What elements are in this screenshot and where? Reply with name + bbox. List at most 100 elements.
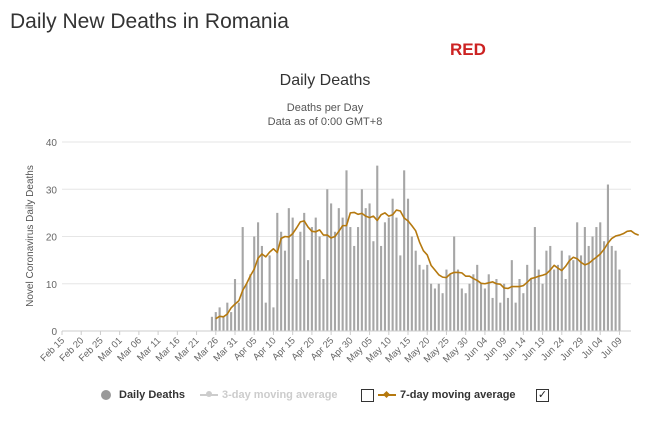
daily-deaths-bar bbox=[241, 227, 244, 331]
3-day-average-checkbox[interactable] bbox=[361, 389, 374, 402]
daily-deaths-bar bbox=[295, 279, 298, 331]
daily-deaths-bar bbox=[553, 269, 556, 331]
daily-deaths-bar bbox=[291, 217, 294, 331]
daily-deaths-bar bbox=[533, 227, 536, 331]
daily-deaths-bar bbox=[430, 283, 433, 331]
bar-series bbox=[210, 165, 621, 332]
y-axis-ticks: 0 10 20 30 40 bbox=[46, 138, 58, 338]
daily-deaths-bar bbox=[587, 245, 590, 331]
daily-deaths-bar bbox=[576, 222, 579, 331]
daily-deaths-bar bbox=[399, 255, 402, 331]
daily-deaths-bar bbox=[364, 208, 367, 331]
legend-item-7-day-moving-average[interactable]: 7-day moving average bbox=[378, 384, 516, 406]
y-tick-label: 0 bbox=[51, 327, 57, 338]
daily-deaths-bar bbox=[480, 283, 483, 331]
daily-deaths-bar bbox=[299, 231, 302, 331]
daily-deaths-bar bbox=[372, 241, 375, 331]
daily-deaths-bar bbox=[603, 241, 606, 331]
daily-deaths-bar bbox=[568, 255, 571, 331]
daily-deaths-bar bbox=[483, 288, 486, 331]
daily-deaths-bar bbox=[537, 269, 540, 331]
daily-deaths-bar bbox=[518, 279, 521, 331]
daily-deaths-bar bbox=[456, 269, 460, 331]
daily-deaths-bar bbox=[464, 293, 467, 331]
daily-deaths-bar bbox=[337, 208, 340, 331]
chart-subtitle-data-date: Data as of 0:00 GMT+8 bbox=[268, 116, 383, 128]
daily-deaths-bar bbox=[572, 260, 575, 332]
line-marker-icon bbox=[378, 389, 396, 401]
daily-deaths-bar bbox=[541, 283, 544, 331]
legend-label-daily-deaths: Daily Deaths bbox=[119, 389, 186, 401]
daily-deaths-bar bbox=[391, 198, 394, 331]
chart-subtitle: Deaths per Day bbox=[287, 102, 364, 114]
daily-deaths-bar bbox=[280, 231, 283, 331]
daily-deaths-bar bbox=[214, 312, 217, 331]
page-title: Daily New Deaths in Romania bbox=[10, 10, 289, 33]
daily-deaths-bar bbox=[445, 269, 448, 331]
status-badge: RED bbox=[450, 40, 486, 59]
daily-deaths-bar bbox=[606, 184, 609, 331]
daily-deaths-bar bbox=[333, 231, 337, 331]
daily-deaths-bar bbox=[510, 260, 513, 332]
legend-label-3-day-moving-average: 3-day moving average bbox=[222, 389, 338, 401]
daily-deaths-bar bbox=[222, 316, 225, 331]
daily-deaths-bar bbox=[560, 250, 563, 331]
daily-deaths-bar bbox=[441, 293, 444, 331]
legend-item-daily-deaths[interactable]: Daily Deaths bbox=[97, 384, 185, 406]
daily-deaths-bar bbox=[276, 212, 279, 332]
daily-deaths-bar bbox=[495, 279, 498, 331]
daily-deaths-bar bbox=[249, 274, 252, 331]
daily-deaths-bar bbox=[237, 302, 240, 331]
daily-deaths-bar bbox=[356, 227, 360, 331]
daily-deaths-bar bbox=[472, 274, 475, 331]
daily-deaths-bar bbox=[310, 227, 313, 331]
daily-deaths-bar bbox=[330, 203, 333, 331]
daily-deaths-bar bbox=[368, 203, 371, 331]
x-tick-label: Jul 09 bbox=[599, 335, 625, 361]
daily-deaths-bar bbox=[564, 279, 567, 331]
daily-deaths-bar bbox=[218, 307, 221, 332]
daily-deaths-bar bbox=[341, 217, 344, 331]
daily-deaths-bar bbox=[326, 189, 329, 331]
daily-deaths-bar bbox=[591, 236, 594, 331]
chart-title: Daily Deaths bbox=[280, 72, 371, 89]
seven-day-average-line bbox=[215, 209, 639, 320]
daily-deaths-bar bbox=[453, 236, 456, 331]
daily-deaths-bar bbox=[376, 165, 379, 332]
daily-deaths-bar bbox=[318, 236, 321, 331]
daily-deaths-bar bbox=[403, 170, 406, 331]
legend-item-3-day-moving-average[interactable]: 3-day moving average bbox=[200, 384, 338, 406]
daily-deaths-bar bbox=[526, 264, 529, 331]
daily-deaths-bar bbox=[529, 279, 533, 331]
legend-label-7-day-moving-average: 7-day moving average bbox=[400, 389, 516, 401]
daily-deaths-bar bbox=[387, 217, 390, 331]
daily-deaths-bar bbox=[499, 302, 502, 331]
daily-deaths-bar bbox=[303, 212, 306, 332]
daily-deaths-bar bbox=[468, 283, 471, 331]
daily-deaths-bar bbox=[610, 245, 613, 331]
y-tick-label: 40 bbox=[46, 138, 58, 149]
daily-deaths-bar bbox=[460, 288, 463, 331]
daily-deaths-bar bbox=[272, 307, 275, 332]
daily-deaths-bar bbox=[360, 189, 363, 331]
daily-deaths-bar bbox=[476, 264, 479, 331]
daily-deaths-bar bbox=[491, 297, 494, 331]
daily-deaths-bar bbox=[410, 236, 413, 331]
7-day-average-checkbox[interactable]: ✓ bbox=[536, 389, 549, 402]
daily-deaths-bar bbox=[583, 227, 586, 331]
daily-deaths-bar bbox=[260, 245, 263, 331]
daily-deaths-bar bbox=[314, 217, 317, 331]
daily-deaths-bar bbox=[449, 274, 452, 331]
daily-deaths-bar bbox=[406, 198, 410, 331]
daily-deaths-bar bbox=[226, 302, 229, 331]
daily-deaths-bar bbox=[618, 269, 621, 331]
daily-deaths-bar bbox=[487, 274, 490, 331]
daily-deaths-bar bbox=[595, 227, 598, 331]
daily-deaths-bar bbox=[414, 250, 417, 331]
daily-deaths-chart: Daily Deaths Deaths per Day Data as of 0… bbox=[25, 72, 639, 365]
daily-deaths-bar bbox=[506, 297, 510, 331]
y-tick-label: 20 bbox=[46, 233, 58, 244]
daily-deaths-bar bbox=[579, 255, 583, 331]
daily-deaths-bar bbox=[380, 245, 383, 331]
